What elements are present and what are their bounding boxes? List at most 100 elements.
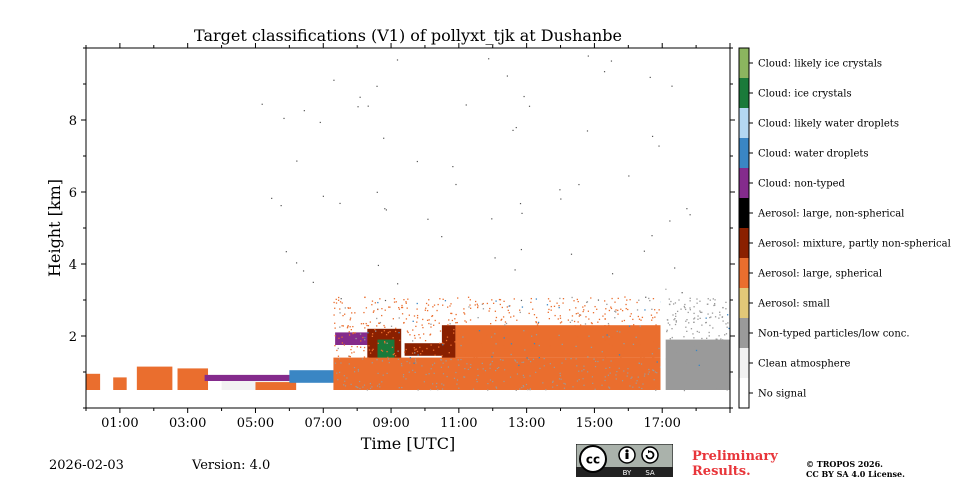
speckle-645: [670, 340, 673, 342]
speckle-771: [575, 341, 577, 343]
noise-dot-57: [377, 264, 380, 267]
speckle-543: [599, 354, 601, 356]
speckle-647: [363, 356, 366, 358]
speckle-153: [718, 317, 720, 319]
speckle-685: [424, 339, 427, 342]
noise-dot-20: [597, 299, 600, 301]
speckle-269: [593, 362, 595, 364]
speckle-676: [680, 308, 682, 310]
speckle-857: [462, 352, 464, 355]
speckle-368: [355, 337, 357, 340]
classification-layer-12: [441, 325, 456, 362]
lowconc-speckle-2: [648, 368, 650, 371]
speckle-85: [699, 311, 702, 313]
speckle-306: [348, 334, 351, 336]
speckle-148: [432, 306, 434, 308]
colorbar-label: Cloud: likely ice crystals: [758, 59, 882, 70]
speckle-781: [717, 362, 719, 364]
lowconc-speckle-138: [578, 370, 580, 372]
speckle-464: [722, 306, 724, 309]
speckle-19: [445, 339, 448, 342]
lowconc-speckle-235: [343, 375, 345, 377]
lowconc-speckle-126: [357, 370, 359, 372]
speckle-131: [351, 358, 353, 360]
speckle-472: [608, 343, 610, 345]
speckle-451: [453, 332, 455, 334]
speckle-237: [368, 360, 371, 363]
speckle-111: [384, 342, 386, 344]
speckle-194: [675, 320, 677, 322]
data-gap-0: [100, 48, 114, 408]
speckle-184: [672, 303, 675, 305]
speckle-820: [454, 341, 456, 343]
noise-dot-23: [302, 270, 305, 272]
speckle-749: [514, 360, 517, 362]
lowconc-speckle-3: [604, 379, 606, 382]
speckle-750: [504, 348, 506, 350]
speckle-257: [496, 359, 499, 361]
speckle-616: [543, 351, 545, 353]
speckle-353: [622, 364, 625, 367]
speckle-186: [641, 352, 643, 354]
speckle-394: [636, 345, 638, 347]
lowconc-speckle-12: [703, 359, 705, 361]
speckle-23: [538, 330, 540, 332]
speckle-803: [476, 303, 478, 305]
speckle-731: [471, 326, 474, 328]
speckle-229: [523, 330, 525, 332]
speckle-428: [416, 308, 418, 310]
speckle-370: [707, 298, 709, 300]
speckle-233: [341, 302, 343, 304]
speckle-639: [538, 354, 540, 356]
speckle-711: [726, 314, 729, 316]
lowconc-speckle-177: [440, 366, 443, 368]
speckle-208: [344, 307, 346, 309]
speckle-384: [533, 342, 536, 345]
speckle-357: [536, 324, 539, 326]
speckle-300: [360, 340, 362, 342]
speckle-101: [505, 337, 507, 340]
speckle-462: [462, 336, 464, 338]
colorbar-label: Aerosol: large, spherical: [757, 269, 882, 280]
lowconc-speckle-90: [652, 369, 654, 371]
noise-dot-45: [261, 103, 263, 105]
speckle-830: [467, 357, 470, 360]
speckle-867: [528, 312, 530, 315]
speckle-586: [592, 312, 595, 314]
speckle-127: [678, 299, 680, 301]
speckle-366: [351, 352, 353, 354]
lowconc-speckle-6: [685, 380, 688, 382]
lowconc-speckle-24: [491, 360, 493, 363]
speckle-893: [482, 308, 485, 310]
speckle-850: [482, 346, 484, 348]
lowconc-speckle-231: [435, 386, 438, 388]
speckle-767: [550, 344, 552, 347]
speckle-508: [339, 312, 341, 314]
lowconc-speckle-28: [490, 363, 492, 365]
speckle-509: [575, 345, 577, 348]
noise-dot-28: [295, 262, 298, 264]
speckle-881: [414, 349, 416, 351]
speckle-649: [353, 351, 355, 353]
lowconc-speckle-252: [496, 367, 498, 370]
lowconc-speckle-251: [337, 379, 339, 381]
lowconc-speckle-25: [666, 378, 668, 381]
colorbar-label: No signal: [758, 389, 806, 400]
speckle-885: [376, 317, 378, 320]
speckle-89: [529, 325, 531, 328]
lowconc-speckle-233: [455, 371, 457, 374]
speckle-793: [725, 333, 728, 335]
speckle-226: [595, 357, 597, 360]
lowconc-speckle-184: [525, 383, 528, 386]
speckle-870: [559, 317, 562, 319]
classification-layer-15: [665, 339, 730, 390]
speckle-493: [631, 355, 634, 357]
noise-dot-21: [681, 292, 683, 294]
lowconc-speckle-82: [627, 368, 629, 370]
lowconc-speckle-72: [431, 364, 434, 366]
speckle-561: [594, 305, 596, 308]
speckle-855: [540, 343, 542, 346]
speckle-799: [571, 296, 573, 299]
speckle-175: [514, 357, 517, 360]
speckle-369: [689, 307, 691, 309]
